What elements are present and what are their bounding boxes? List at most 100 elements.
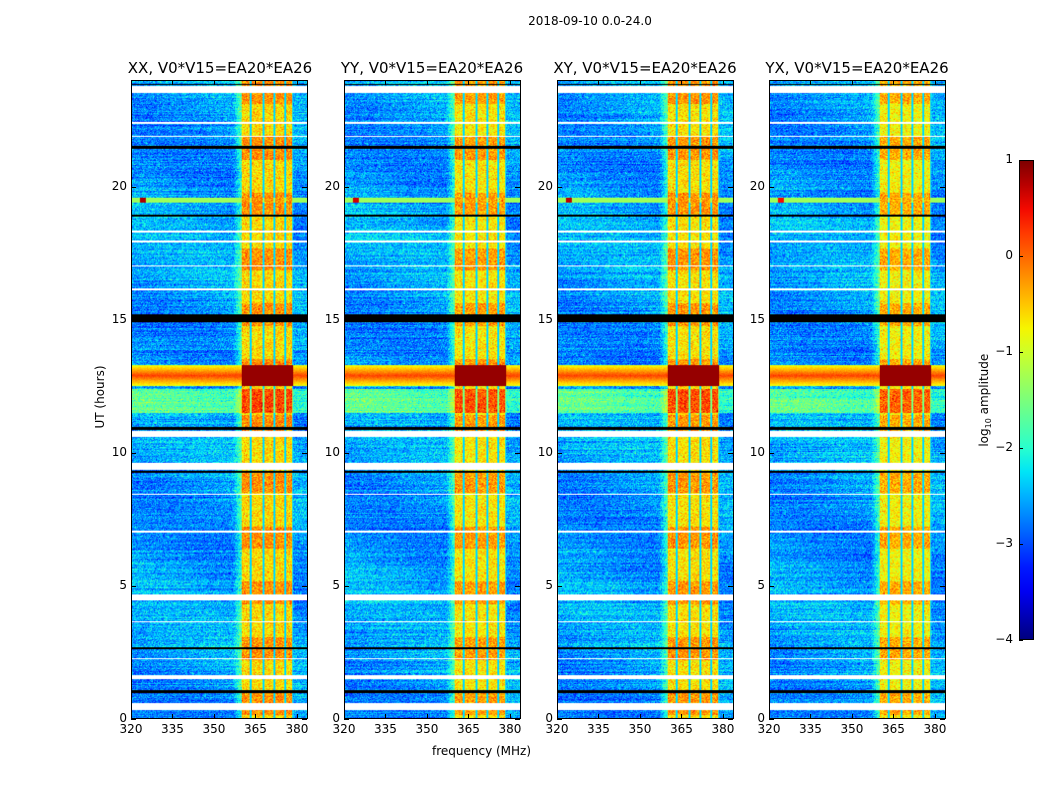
y-tick-mark: [557, 319, 562, 321]
x-tick-label: 335: [161, 722, 184, 736]
x-tick-mark: [213, 80, 215, 85]
colorbar-tick-mark: [1019, 256, 1023, 257]
y-tick-mark: [344, 452, 349, 454]
heatmap-panel-xx: [131, 80, 308, 719]
colorbar-tick-label: 1: [1005, 152, 1013, 166]
y-tick-mark: [344, 719, 349, 720]
y-tick-label: 0: [757, 711, 765, 725]
y-tick-mark: [940, 719, 945, 720]
x-tick-mark: [509, 80, 511, 85]
heatmap-image: [132, 81, 307, 718]
y-tick-mark: [344, 186, 349, 188]
y-tick-mark: [940, 319, 945, 321]
x-tick-mark: [810, 714, 812, 719]
x-tick-mark: [344, 80, 345, 85]
figure-title: 2018-09-10 0.0-24.0: [528, 14, 652, 28]
y-tick-mark: [769, 585, 774, 587]
y-tick-mark: [302, 452, 307, 454]
x-tick-mark: [639, 80, 641, 85]
y-tick-mark: [515, 186, 520, 188]
x-tick-label: 380: [285, 722, 309, 736]
x-tick-label: 350: [840, 722, 864, 736]
y-tick-label: 5: [545, 577, 553, 592]
y-tick-mark: [728, 186, 733, 188]
y-tick-label: 20: [749, 178, 765, 193]
y-tick-label: 10: [111, 444, 127, 459]
y-tick-mark: [515, 719, 520, 720]
heatmap-image: [345, 81, 520, 718]
colorbar-tick-label: −4: [995, 632, 1013, 646]
y-tick-label: 0: [119, 711, 127, 725]
y-tick-label: 5: [119, 577, 127, 592]
heatmap-panel-yx: [769, 80, 946, 719]
y-tick-mark: [769, 319, 774, 321]
x-tick-label: 365: [457, 722, 480, 736]
y-tick-label: 20: [537, 178, 553, 193]
y-tick-mark: [557, 585, 562, 587]
x-tick-mark: [681, 80, 683, 85]
x-tick-mark: [769, 714, 770, 719]
x-tick-mark: [509, 714, 511, 719]
panel-title-xy: XY, V0*V15=EA20*EA26: [553, 59, 737, 77]
x-tick-mark: [468, 80, 470, 85]
x-tick-mark: [934, 714, 936, 719]
x-tick-mark: [934, 80, 936, 85]
colorbar: [1019, 160, 1034, 640]
y-tick-mark: [302, 585, 307, 587]
y-axis-label: UT (hours): [93, 365, 107, 429]
y-tick-mark: [557, 719, 562, 720]
x-tick-label: 365: [670, 722, 693, 736]
y-tick-mark: [131, 452, 136, 454]
x-tick-label: 320: [757, 722, 781, 736]
x-tick-mark: [851, 80, 853, 85]
x-tick-label: 320: [545, 722, 569, 736]
y-tick-mark: [131, 186, 136, 188]
y-tick-mark: [131, 719, 136, 720]
y-tick-label: 10: [324, 444, 340, 459]
x-tick-mark: [426, 714, 428, 719]
x-tick-mark: [172, 714, 174, 719]
y-tick-mark: [940, 452, 945, 454]
panel-title-xx: XX, V0*V15=EA20*EA26: [127, 59, 313, 77]
x-tick-mark: [598, 714, 600, 719]
y-tick-mark: [302, 186, 307, 188]
y-tick-mark: [344, 319, 349, 321]
y-tick-mark: [728, 452, 733, 454]
x-tick-mark: [893, 714, 895, 719]
y-tick-label: 15: [111, 311, 127, 326]
x-tick-label: 380: [923, 722, 947, 736]
y-tick-mark: [769, 719, 774, 720]
x-tick-mark: [296, 714, 298, 719]
y-tick-mark: [728, 585, 733, 587]
x-tick-mark: [385, 714, 387, 719]
y-tick-mark: [769, 186, 774, 188]
y-tick-mark: [557, 186, 562, 188]
x-tick-mark: [255, 80, 257, 85]
x-tick-mark: [851, 714, 853, 719]
y-tick-label: 10: [537, 444, 553, 459]
x-tick-mark: [598, 80, 600, 85]
x-tick-mark: [468, 714, 470, 719]
x-tick-label: 380: [711, 722, 735, 736]
y-tick-label: 15: [749, 311, 765, 326]
y-tick-label: 20: [324, 178, 340, 193]
colorbar-tick-label: −3: [995, 536, 1013, 550]
colorbar-tick-label: −2: [995, 440, 1013, 454]
x-tick-mark: [172, 80, 174, 85]
x-tick-mark: [426, 80, 428, 85]
y-tick-mark: [940, 585, 945, 587]
heatmap-panel-xy: [557, 80, 734, 719]
y-tick-label: 0: [332, 711, 340, 725]
y-tick-label: 10: [749, 444, 765, 459]
colorbar-tick-label: −1: [995, 344, 1013, 358]
x-tick-mark: [893, 80, 895, 85]
x-tick-mark: [344, 714, 345, 719]
y-tick-mark: [302, 319, 307, 321]
x-tick-mark: [296, 80, 298, 85]
x-tick-label: 320: [332, 722, 356, 736]
x-tick-mark: [639, 714, 641, 719]
x-tick-label: 380: [498, 722, 522, 736]
x-tick-mark: [131, 80, 132, 85]
x-tick-label: 335: [799, 722, 822, 736]
x-tick-mark: [557, 714, 558, 719]
